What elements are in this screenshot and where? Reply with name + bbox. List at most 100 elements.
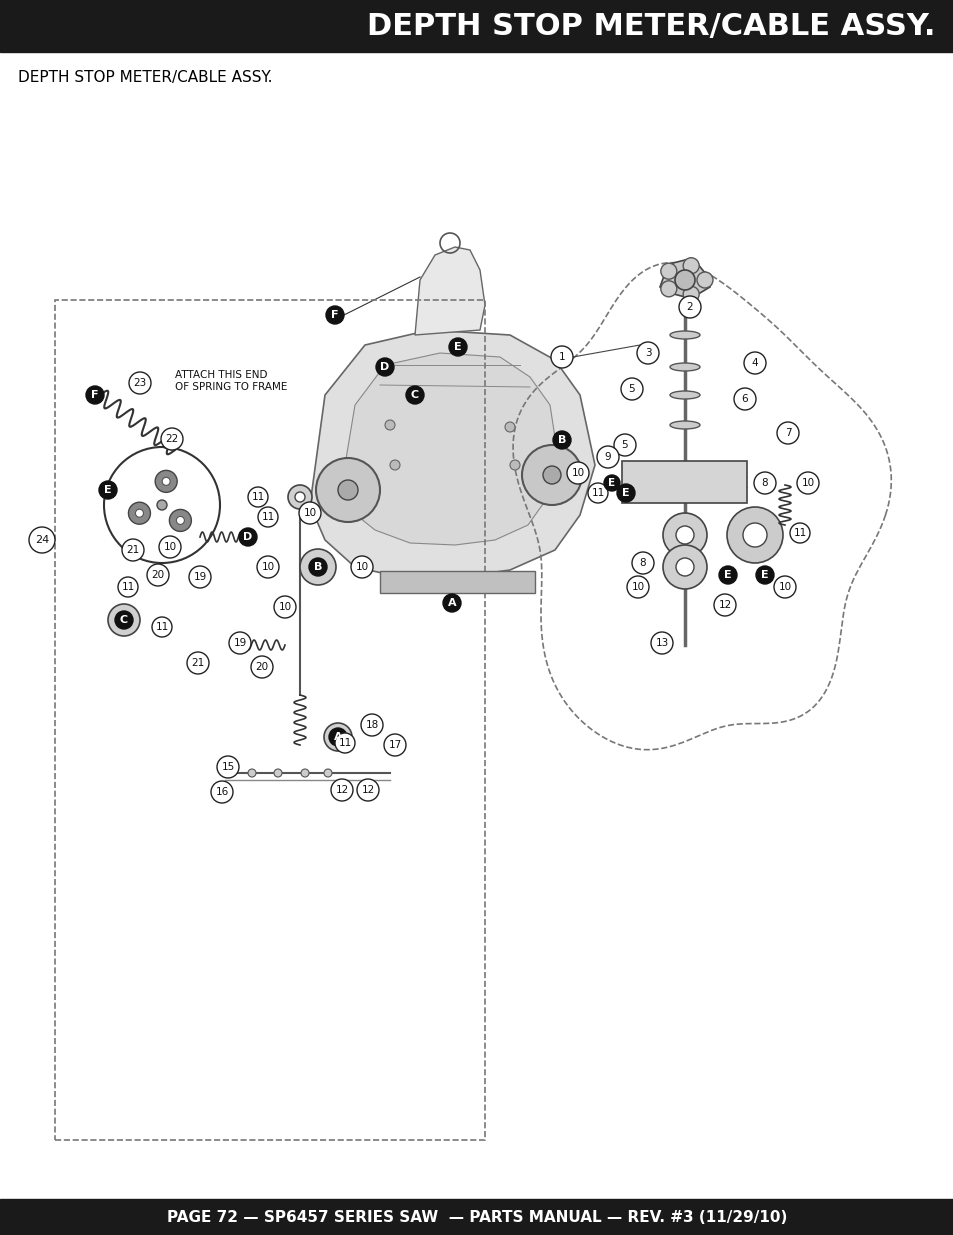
Circle shape — [256, 556, 278, 578]
Bar — [621, 461, 746, 503]
Circle shape — [135, 509, 143, 517]
Circle shape — [679, 296, 700, 317]
Circle shape — [332, 731, 344, 743]
Circle shape — [510, 459, 519, 471]
Circle shape — [682, 287, 699, 303]
Circle shape — [331, 779, 353, 802]
Circle shape — [660, 280, 676, 296]
Circle shape — [248, 769, 255, 777]
Text: 11: 11 — [338, 739, 352, 748]
Polygon shape — [659, 261, 709, 296]
Text: 10: 10 — [355, 562, 368, 572]
Circle shape — [324, 722, 352, 751]
Circle shape — [351, 556, 373, 578]
Circle shape — [122, 538, 144, 561]
Text: 19: 19 — [193, 572, 207, 582]
Text: 11: 11 — [591, 488, 604, 498]
Circle shape — [449, 338, 467, 356]
Bar — [0, 1199, 953, 1235]
Circle shape — [660, 263, 676, 279]
Circle shape — [551, 346, 573, 368]
Circle shape — [159, 536, 181, 558]
Text: F: F — [91, 390, 99, 400]
Circle shape — [211, 781, 233, 803]
Text: 20: 20 — [152, 571, 164, 580]
Circle shape — [29, 527, 55, 553]
Text: 10: 10 — [163, 542, 176, 552]
Circle shape — [298, 501, 320, 524]
Circle shape — [375, 358, 394, 375]
Circle shape — [257, 508, 277, 527]
Circle shape — [356, 779, 378, 802]
Text: 11: 11 — [155, 622, 169, 632]
Text: 13: 13 — [655, 638, 668, 648]
Circle shape — [86, 387, 104, 404]
Circle shape — [152, 618, 172, 637]
Text: B: B — [558, 435, 565, 445]
Circle shape — [274, 597, 295, 618]
Text: A: A — [334, 732, 342, 742]
Circle shape — [216, 756, 239, 778]
Text: 21: 21 — [126, 545, 139, 555]
Bar — [55, 300, 484, 1140]
Text: 20: 20 — [255, 662, 269, 672]
Circle shape — [697, 272, 712, 288]
Text: 21: 21 — [192, 658, 204, 668]
Text: 10: 10 — [261, 562, 274, 572]
Bar — [0, 0, 953, 52]
Circle shape — [118, 577, 138, 597]
Circle shape — [335, 734, 355, 753]
Bar — [379, 571, 535, 593]
Circle shape — [566, 462, 588, 484]
Circle shape — [161, 429, 183, 450]
Circle shape — [129, 372, 151, 394]
Circle shape — [637, 342, 659, 364]
Text: A: A — [447, 598, 456, 608]
Circle shape — [155, 471, 177, 493]
Text: C: C — [120, 615, 128, 625]
Ellipse shape — [669, 363, 700, 370]
Circle shape — [384, 734, 406, 756]
Circle shape — [170, 509, 192, 531]
Text: 9: 9 — [604, 452, 611, 462]
Circle shape — [406, 387, 423, 404]
Circle shape — [337, 480, 357, 500]
Text: 11: 11 — [251, 492, 264, 501]
Circle shape — [755, 566, 773, 584]
Circle shape — [104, 447, 220, 563]
Text: 12: 12 — [361, 785, 375, 795]
Text: 12: 12 — [718, 600, 731, 610]
Text: DEPTH STOP METER/CABLE ASSY.: DEPTH STOP METER/CABLE ASSY. — [367, 11, 935, 41]
Circle shape — [631, 552, 654, 574]
Circle shape — [189, 566, 211, 588]
Circle shape — [587, 483, 607, 503]
Circle shape — [329, 727, 347, 746]
Text: 2: 2 — [686, 303, 693, 312]
Circle shape — [162, 478, 170, 485]
Circle shape — [310, 559, 326, 576]
Polygon shape — [415, 247, 484, 335]
Text: 5: 5 — [628, 384, 635, 394]
Circle shape — [773, 576, 795, 598]
Text: E: E — [104, 485, 112, 495]
Circle shape — [315, 458, 379, 522]
Circle shape — [157, 500, 167, 510]
Circle shape — [294, 492, 305, 501]
Text: 11: 11 — [121, 582, 134, 592]
Ellipse shape — [669, 331, 700, 338]
Circle shape — [617, 484, 635, 501]
Circle shape — [309, 558, 327, 576]
Text: 6: 6 — [740, 394, 747, 404]
Circle shape — [147, 564, 169, 585]
Text: 10: 10 — [631, 582, 644, 592]
Circle shape — [187, 652, 209, 674]
Text: ATTACH THIS END
OF SPRING TO FRAME: ATTACH THIS END OF SPRING TO FRAME — [174, 370, 287, 391]
Text: 11: 11 — [793, 529, 806, 538]
Circle shape — [682, 258, 699, 274]
Circle shape — [597, 446, 618, 468]
Circle shape — [99, 480, 117, 499]
Text: E: E — [723, 571, 731, 580]
Circle shape — [789, 522, 809, 543]
Circle shape — [620, 378, 642, 400]
Text: C: C — [411, 390, 418, 400]
